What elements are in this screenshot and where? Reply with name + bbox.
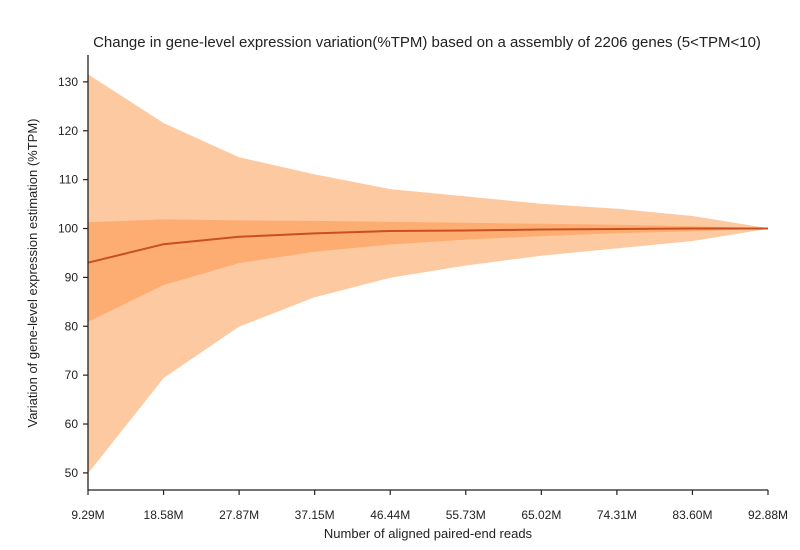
y-tick-label: 100	[58, 222, 78, 236]
x-tick-label: 18.58M	[144, 508, 184, 522]
outer-band	[87, 74, 769, 474]
y-tick-label: 90	[65, 270, 79, 284]
y-tick-label: 50	[65, 466, 79, 480]
y-tick-label: 70	[65, 368, 79, 382]
y-tick-label: 80	[65, 319, 79, 333]
x-ticks: 9.29M 18.58M 27.87M 37.15M 46.44M 55.73M 65.02…	[71, 490, 788, 522]
y-tick-label: 110	[59, 173, 78, 187]
y-tick-label: 120	[58, 124, 78, 138]
x-axis-label: Number of aligned paired-end reads	[324, 526, 533, 541]
x-tick-label: 37.15M	[295, 508, 335, 522]
median-line	[87, 227, 768, 264]
y-tick-label: 60	[65, 417, 79, 431]
inner-band	[87, 219, 769, 322]
x-tick-label: 46.44M	[370, 508, 410, 522]
x-tick-label: 83.60M	[672, 508, 712, 522]
bands-layer	[87, 74, 769, 474]
x-tick-label: 55.73M	[446, 508, 486, 522]
x-tick-label: 27.87M	[219, 508, 259, 522]
y-ticks: 50 60 70 80 90 100 110 120 130	[58, 75, 88, 480]
x-tick-label: 92.88M	[748, 508, 788, 522]
x-tick-label: 74.31M	[597, 508, 637, 522]
y-tick-label: 130	[58, 75, 78, 89]
y-axis-label: Variation of gene-level expression estim…	[25, 118, 40, 427]
x-tick-label: 65.02M	[521, 508, 561, 522]
chart-title: Change in gene-level expression variatio…	[93, 34, 761, 51]
x-tick-label: 9.29M	[71, 508, 104, 522]
